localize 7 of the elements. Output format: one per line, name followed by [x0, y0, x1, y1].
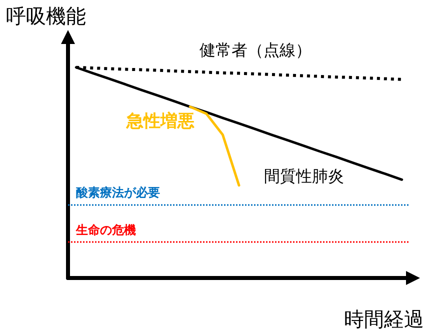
- series-label: 間質性肺炎: [264, 166, 344, 186]
- ref-line-label: 酸素療法が必要: [76, 185, 160, 200]
- series-label: 急性増悪: [125, 110, 194, 132]
- y-axis-title: 呼吸機能: [6, 4, 86, 28]
- series-label: 健常者（点線）: [199, 40, 312, 60]
- x-axis-title: 時間経過: [344, 307, 424, 331]
- ref-line-label: 生命の危機: [75, 223, 136, 238]
